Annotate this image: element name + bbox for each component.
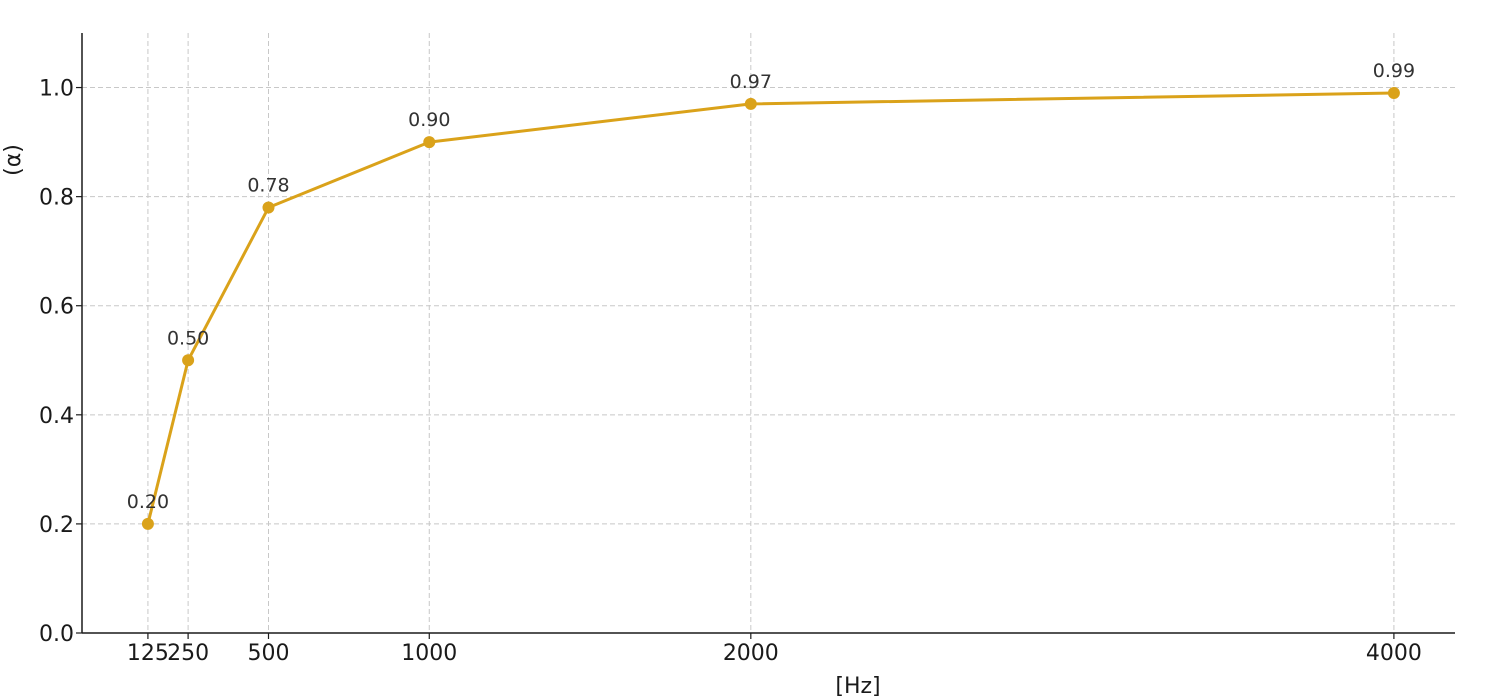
y-tick-label: 0.2 (39, 513, 74, 538)
axes (81, 33, 1455, 634)
y-tick-label: 0.4 (39, 404, 74, 429)
y-tick-label: 0.8 (39, 186, 74, 211)
x-tick-label: 2000 (723, 641, 779, 666)
x-tick-label: 125 (127, 641, 169, 666)
y-tick-label: 0.0 (39, 622, 74, 647)
data-label: 0.97 (730, 71, 772, 93)
data-label: 0.90 (408, 109, 450, 131)
data-labels: 0.20 0.50 0.78 0.90 0.97 0.99 (127, 60, 1415, 513)
data-point (141, 517, 154, 530)
data-point (1387, 87, 1400, 99)
data-point (262, 201, 275, 214)
x-tick-label: 500 (247, 641, 289, 666)
x-tick-label: 1000 (401, 641, 457, 666)
series-line (146, 91, 1394, 525)
x-axis-title: [Hz] (835, 674, 880, 699)
data-points (141, 87, 1400, 530)
y-tick-label: 0.6 (39, 295, 74, 320)
data-label: 0.78 (247, 175, 289, 197)
x-tick-label: 4000 (1366, 641, 1422, 666)
data-point (182, 354, 195, 367)
data-point (423, 136, 436, 149)
grid (82, 33, 1455, 633)
y-tick-labels: 0.0 0.2 0.4 0.6 0.8 1.0 (39, 77, 82, 647)
y-axis-title: (α) (1, 144, 26, 176)
x-tick-label: 250 (167, 641, 209, 666)
y-tick-label: 1.0 (39, 77, 74, 102)
data-label: 0.99 (1373, 60, 1415, 82)
data-point (744, 97, 757, 110)
data-label: 0.50 (167, 327, 209, 349)
data-label: 0.20 (127, 491, 169, 513)
